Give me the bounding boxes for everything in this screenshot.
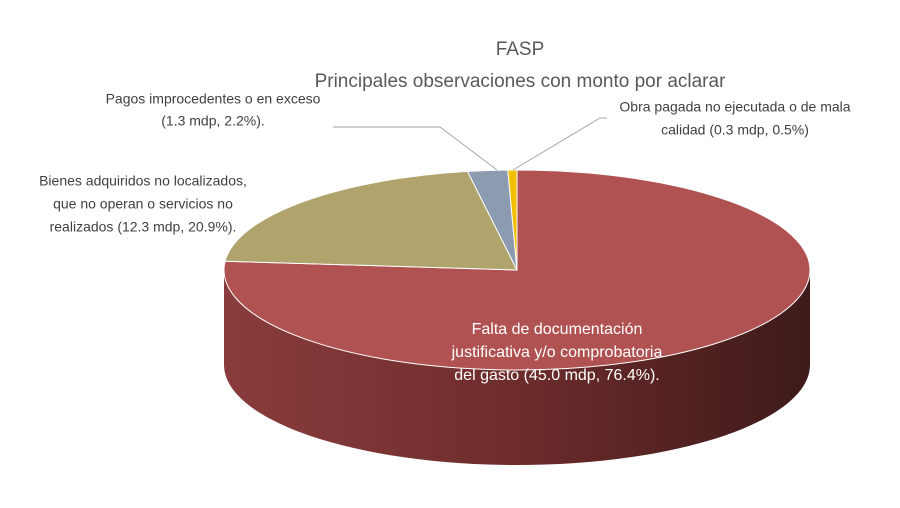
pie-side bbox=[224, 270, 810, 465]
leader-line bbox=[512, 117, 607, 171]
leader-line bbox=[333, 126, 498, 171]
data-label: Bienes adquiridos no localizados, bbox=[39, 173, 247, 189]
chart-subtitle: Principales observaciones con monto por … bbox=[315, 71, 726, 92]
data-label: (1.3 mdp, 2.2%). bbox=[161, 113, 265, 129]
pie bbox=[223, 169, 811, 465]
data-label: Pagos improcedentes o en exceso bbox=[106, 91, 321, 107]
data-label: que no operan o servicios no bbox=[53, 196, 233, 212]
data-label: Falta de documentación bbox=[472, 321, 643, 338]
data-label: Obra pagada no ejecutada o de mala bbox=[619, 99, 850, 115]
labels: Falta de documentación justificativa y/o … bbox=[39, 91, 851, 385]
data-label: calidad (0.3 mdp, 0.5%) bbox=[661, 122, 809, 138]
data-label: realizados (12.3 mdp, 20.9%). bbox=[50, 219, 237, 235]
pie-slice bbox=[223, 169, 811, 371]
pie-slice bbox=[507, 169, 518, 271]
chart-title: FASP bbox=[496, 39, 545, 60]
data-label: justificativa y/o comprobatoria bbox=[451, 344, 663, 361]
pie-slice bbox=[224, 170, 518, 271]
data-label: del gasto (45.0 mdp, 76.4%). bbox=[454, 367, 659, 384]
